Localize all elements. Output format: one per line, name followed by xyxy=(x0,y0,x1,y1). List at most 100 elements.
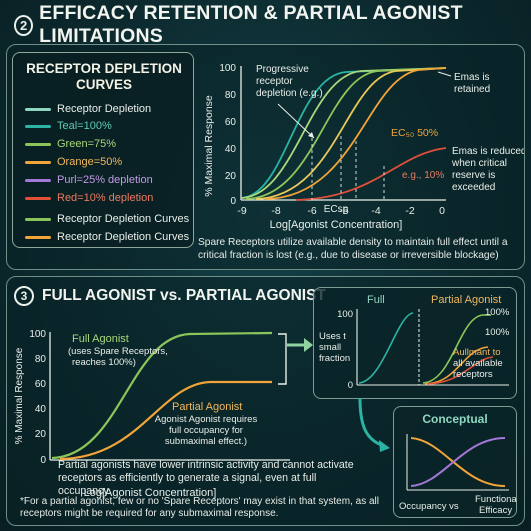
curve-teal-100 xyxy=(240,67,447,199)
top-x-tick: -8 xyxy=(271,205,280,217)
legend-item: Orange=50% xyxy=(25,156,122,168)
top-y-tick: 40 xyxy=(225,144,237,155)
top-chart-xlabel: Log[Agonist Concentration] xyxy=(270,219,403,231)
partial-agonist-label: Partial Agonist xyxy=(172,401,242,413)
down-arrow xyxy=(358,397,390,452)
inset-partial-title: Partial Agonist xyxy=(431,294,501,306)
top-x-tick: -4 xyxy=(371,205,380,217)
section2-header: 3 FULL AGONIST vs. PARTIAL AGONIST xyxy=(14,286,326,306)
legend-label: Orange=50% xyxy=(57,156,123,168)
legend-label: Receptor Depletion xyxy=(57,103,152,115)
conceptual-efficacy-label: Functional xyxy=(475,494,517,505)
annotation-emax-retained: retained xyxy=(454,84,490,95)
bottom-y-tick: 20 xyxy=(35,429,47,440)
inset-uses-label: fraction xyxy=(319,353,350,364)
top-y-tick: 60 xyxy=(225,117,237,128)
annotation-emax-reduced: when critical xyxy=(451,158,507,169)
legend-label: Receptor Depletion Curves xyxy=(57,231,190,243)
inset-pct-100-b: 100% xyxy=(485,327,510,338)
annotation-eg10: e.g., 10% xyxy=(402,170,444,181)
partial-agonist-sub: submaximal effect.) xyxy=(165,436,247,447)
legend-swatch xyxy=(25,196,51,200)
partial-agonist-sub: full occupancy for xyxy=(169,425,243,436)
inset-y0: 0 xyxy=(348,380,353,391)
inset-uses-label: small xyxy=(319,342,341,353)
bottom-y-tick: 40 xyxy=(35,404,47,415)
connector-arrow xyxy=(287,338,313,352)
section-header: 2 EFFICACY RETENTION & PARTIAL AGONIST L… xyxy=(14,2,531,47)
emax-arrow xyxy=(437,71,452,77)
inset-pct-100-a: 100% xyxy=(485,307,510,318)
inset-uses-label: Uses t xyxy=(319,331,346,342)
conceptual-title: Conceptual xyxy=(422,412,487,426)
curve-red-10 xyxy=(295,147,447,201)
legend-swatch xyxy=(25,124,51,128)
full-agonist-label: Full Agonist xyxy=(72,333,129,345)
annotation-progressive: depletion (e.g.) xyxy=(256,88,323,99)
section2-number-badge: 3 xyxy=(14,286,34,306)
legend-item: Receptor Depletion Curves xyxy=(25,213,189,225)
conceptual-chart: Conceptual Occupancy vs Functional Effic… xyxy=(399,412,517,516)
full-agonist-sub: (uses Spare Receptors, xyxy=(68,346,168,357)
top-x-tick: -2 xyxy=(405,205,414,217)
conceptual-efficacy-label: Efficacy xyxy=(479,505,512,516)
annotation-emax-retained: Emas is xyxy=(454,72,490,83)
legend-item: Receptor Depletion xyxy=(25,103,151,115)
page-title: EFFICACY RETENTION & PARTIAL AGONIST LIM… xyxy=(39,2,463,47)
curve-partial-agonist xyxy=(59,380,272,461)
section-number-badge: 2 xyxy=(14,14,34,36)
top-x-tick: -6 xyxy=(307,205,316,217)
conceptual-box xyxy=(393,406,517,518)
bracket xyxy=(278,333,287,385)
legend-swatch xyxy=(25,235,51,239)
top-y-tick: 0 xyxy=(230,196,236,207)
curve-yellow xyxy=(255,67,447,200)
bottom-chart-xlabel: Log[Agonist Concentration] xyxy=(84,487,217,499)
inset-aullmant: all available xyxy=(453,358,503,369)
legend-title-line2: CURVES xyxy=(75,77,133,92)
bottom-y-tick: 80 xyxy=(35,354,47,365)
inset-full-curve xyxy=(358,312,414,384)
annotation-ec50: EC₅₀ 50% xyxy=(391,127,438,139)
inset-y100: 100 xyxy=(337,309,353,320)
annotation-emax-reduced: reserve is xyxy=(452,170,495,181)
legend-title: RECEPTOR DEPLETION CURVES xyxy=(13,61,195,93)
annotation-ecsp: ECsp xyxy=(324,204,349,215)
legend-swatch xyxy=(25,217,51,221)
legend-swatch xyxy=(25,178,51,182)
legend-swatch xyxy=(25,160,51,164)
inset-full-title: Full xyxy=(367,294,385,306)
curve-orange-50 xyxy=(265,67,447,200)
progressive-arrow xyxy=(277,103,315,139)
legend-item: Receptor Depletion Curves xyxy=(25,231,189,243)
conceptual-curve-orange xyxy=(410,437,506,487)
legend-title-line1: RECEPTOR DEPLETION xyxy=(26,61,182,76)
inset-partial-curve-c xyxy=(426,356,494,385)
bottom-y-tick: 0 xyxy=(40,455,46,466)
inset-aullmant: Aullmant to xyxy=(453,347,501,358)
top-y-tick: 100 xyxy=(219,63,236,74)
inset-box xyxy=(313,287,517,399)
legend-item: Green=75% xyxy=(25,138,116,150)
footnote: *For a partial agonist, few or no 'Spare… xyxy=(20,496,379,519)
legend-item: Red=10% depletion xyxy=(25,192,153,204)
top-x-tick: -5 xyxy=(339,205,348,217)
bottom-chart-ylabel: % Maximal Response xyxy=(14,347,25,444)
legend-item: Purl=25% depletion xyxy=(25,174,153,186)
partial-agonist-sub: Agonist Agonist requires xyxy=(155,414,258,425)
inset-aullmant: receptors xyxy=(453,369,493,380)
top-caption: Spare Receptors utilize available densit… xyxy=(198,237,508,261)
legend-item: Teal=100% xyxy=(25,120,112,132)
conceptual-curve-purple xyxy=(410,437,506,487)
full-agonist-sub: reaches 100%) xyxy=(72,357,136,368)
curve-full-agonist xyxy=(51,331,273,460)
arrow-head xyxy=(308,132,314,138)
annotation-emax-reduced: Emas is reduced xyxy=(452,146,524,157)
top-chart: % Maximal Response 100 80 60 40 20 0 -9 … xyxy=(203,63,524,231)
bottom-y-tick: 100 xyxy=(29,329,46,340)
top-x-tick: -9 xyxy=(237,205,246,217)
bottom-chart: % Maximal Response 100 80 60 40 20 0 Ful… xyxy=(14,329,290,499)
bottom-y-tick: 60 xyxy=(35,379,47,390)
top-y-tick: 20 xyxy=(225,171,237,182)
conceptual-occupancy-label: Occupancy vs xyxy=(399,501,459,512)
